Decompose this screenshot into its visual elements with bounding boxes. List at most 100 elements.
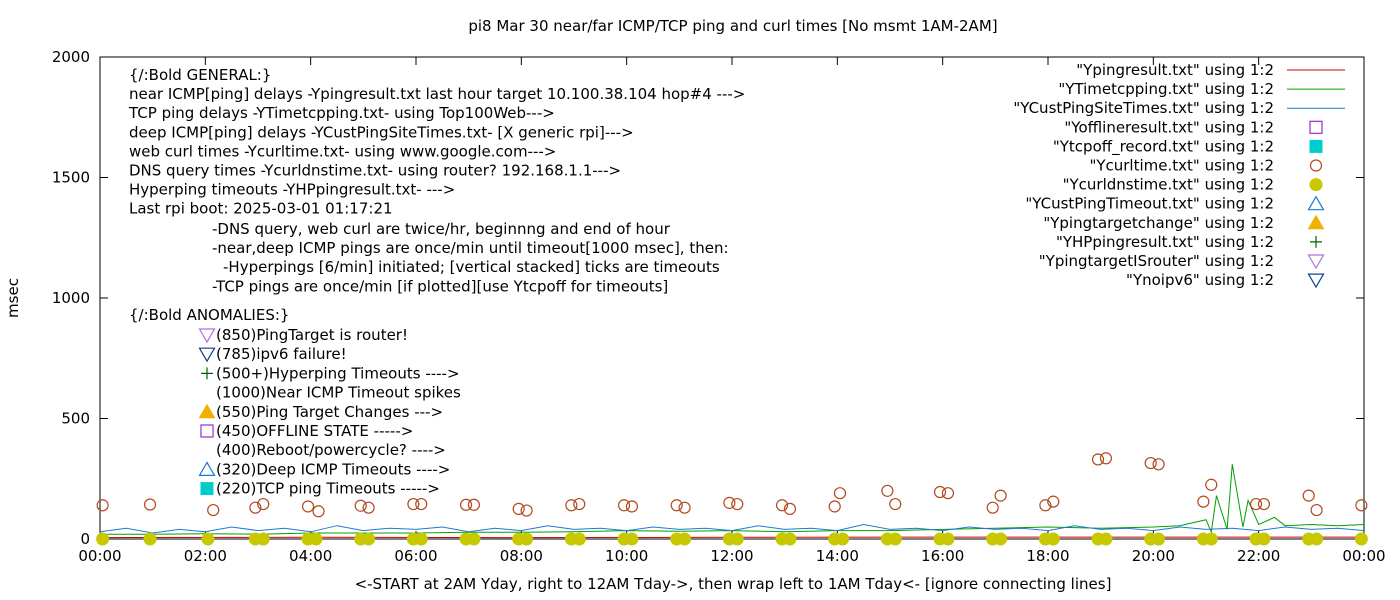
point-ycurldnstime-txt — [1310, 532, 1324, 546]
point-ycurltime-txt — [941, 487, 955, 500]
point-ycurltime-txt — [731, 497, 744, 511]
point-ycurltime-txt-shape — [889, 497, 902, 511]
anomaly-marker — [198, 347, 216, 363]
point-ycurldnstime-txt — [143, 532, 157, 546]
point-ycurltime-txt-shape — [301, 500, 315, 513]
point-ycurldnstime-txt-shape — [941, 532, 955, 546]
point-ycurltime-txt-shape — [617, 499, 631, 512]
general-annotations: {/:Bold GENERAL:}near ICMP[ping] delays … — [128, 66, 745, 218]
x-tick-label: 12:00 — [710, 547, 753, 565]
anomaly-marker-shape — [200, 482, 214, 496]
legend-marker-shape — [1309, 178, 1323, 192]
x-tick-label: 00:00 — [1342, 547, 1385, 565]
point-ycurltime-txt — [520, 504, 533, 517]
point-ycurltime-txt-shape — [1047, 495, 1060, 508]
point-ycurltime-txt — [1152, 458, 1165, 471]
note-line: -DNS query, web curl are twice/hr, begin… — [212, 220, 671, 238]
point-ycurldnstime-txt-shape — [201, 532, 215, 546]
point-ycurldnstime-txt — [1152, 532, 1166, 546]
anomaly-marker-shape — [198, 347, 216, 363]
point-ycurltime-txt-shape — [1152, 458, 1165, 471]
point-ycurltime-txt-shape — [1099, 452, 1113, 465]
point-ycurldnstime-txt — [362, 532, 376, 546]
point-ycurltime-txt-shape — [783, 502, 797, 515]
point-ycurltime-txt — [833, 487, 847, 500]
point-ycurltime-txt — [1047, 495, 1060, 508]
point-ycurltime-txt — [1144, 456, 1157, 470]
anomaly-marker — [198, 461, 216, 476]
point-ycurltime-txt — [1099, 452, 1113, 465]
point-ycurltime-txt-shape — [1205, 478, 1218, 491]
point-ycurldnstime-txt-shape — [1152, 532, 1166, 546]
point-ycurldnstime-txt — [1257, 532, 1271, 546]
point-ycurltime-txt — [1091, 453, 1105, 466]
point-ycurltime-txt-shape — [678, 501, 691, 514]
point-ycurltime-txt — [783, 502, 797, 515]
legend-marker — [1309, 178, 1323, 192]
anomaly-line: (320)Deep ICMP Timeouts ----> — [216, 460, 450, 478]
point-ycurltime-txt — [881, 484, 894, 497]
point-ycurldnstime-txt — [730, 532, 744, 546]
point-ycurldnstime-txt — [625, 532, 639, 546]
point-ycurltime-txt-shape — [994, 489, 1007, 502]
legend-label: "Ycurltime.txt" using 1:2 — [1089, 157, 1274, 175]
point-ycurltime-txt-shape — [257, 497, 270, 511]
point-ycurldnstime-txt-shape — [143, 532, 157, 546]
x-axis-label: <-START at 2AM Yday, right to 12AM Tday-… — [355, 575, 1112, 593]
x-tick-label: 02:00 — [184, 547, 227, 565]
general-line: near ICMP[ping] delays -Ypingresult.txt … — [129, 85, 745, 103]
legend-label: "YHPpingresult.txt" using 1:2 — [1056, 233, 1274, 251]
anomaly-marker — [198, 403, 216, 419]
anomaly-line: (850)PingTarget is router! — [216, 326, 408, 344]
point-ycurltime-txt — [625, 500, 639, 513]
point-ycurltime-txt — [257, 497, 270, 511]
point-ycurldnstime-txt — [256, 532, 270, 546]
legend-marker — [1307, 273, 1325, 289]
anomaly-line: (785)ipv6 failure! — [216, 345, 347, 363]
legend-label: "Ypingresult.txt" using 1:2 — [1076, 61, 1274, 79]
x-tick-label: 14:00 — [816, 547, 859, 565]
point-ycurltime-txt — [415, 497, 428, 511]
legend-label: "YCustPingSiteTimes.txt" using 1:2 — [1013, 99, 1274, 117]
point-ycurltime-txt — [573, 497, 586, 511]
point-ycurltime-txt-shape — [828, 500, 841, 513]
anomaly-line: (500+)Hyperping Timeouts ----> — [216, 364, 460, 382]
point-ycurltime-txt-shape — [1039, 499, 1052, 512]
anomaly-marker-shape — [198, 328, 216, 344]
point-ycurltime-txt-shape — [362, 501, 375, 514]
point-ycurltime-txt — [143, 498, 157, 511]
anomaly-line: (220)TCP ping Timeouts -----> — [216, 480, 440, 498]
legend-label: "Ynoipv6" using 1:2 — [1126, 271, 1274, 289]
anomaly-line: (1000)Near ICMP Timeout spikes — [216, 384, 461, 402]
legend-label: "YCustPingTimeout.txt" using 1:2 — [1025, 195, 1274, 213]
point-ycurldnstime-txt-shape — [414, 532, 428, 546]
x-ticks: 00:00 02:00 04:00 06:00 08:00 10:00 12:00 14:00… — [78, 57, 1386, 565]
general-line: web curl times -Ycurltime.txt- using www… — [129, 142, 556, 160]
point-ycurltime-txt — [986, 501, 999, 514]
y-tick-label: 1000 — [52, 289, 90, 307]
point-ycurltime-txt-shape — [407, 497, 420, 511]
point-ycurldnstime-txt-shape — [309, 532, 323, 546]
point-ycurldnstime-txt-shape — [1204, 532, 1218, 546]
point-ycurltime-txt-shape — [565, 499, 578, 512]
point-ycurltime-txt — [362, 501, 375, 514]
point-ycurltime-txt-shape — [731, 497, 744, 511]
point-ycurltime-txt-shape — [354, 499, 367, 512]
point-ycurltime-txt-shape — [512, 502, 525, 515]
point-ycurltime-txt-shape — [1197, 495, 1210, 508]
legend-marker — [1307, 214, 1325, 230]
anomaly-line: (550)Ping Target Changes ---> — [216, 403, 443, 421]
point-ycurldnstime-txt — [1046, 532, 1060, 546]
legend-marker — [1309, 120, 1323, 134]
point-ycurltime-txt — [512, 502, 525, 515]
y-tick-label: 0 — [80, 530, 90, 548]
point-ycurltime-txt-shape — [249, 501, 262, 514]
point-ycurltime-txt-shape — [933, 485, 947, 499]
point-ycurltime-txt — [994, 489, 1007, 502]
point-ycurltime-txt — [1302, 489, 1315, 502]
anomaly-marker — [198, 328, 216, 344]
point-ycurltime-txt — [1355, 499, 1368, 512]
legend-label: "YTimetcpping.txt" using 1:2 — [1058, 80, 1274, 98]
point-ycurldnstime-txt — [1354, 532, 1368, 546]
point-ycurltime-txt — [207, 503, 220, 517]
